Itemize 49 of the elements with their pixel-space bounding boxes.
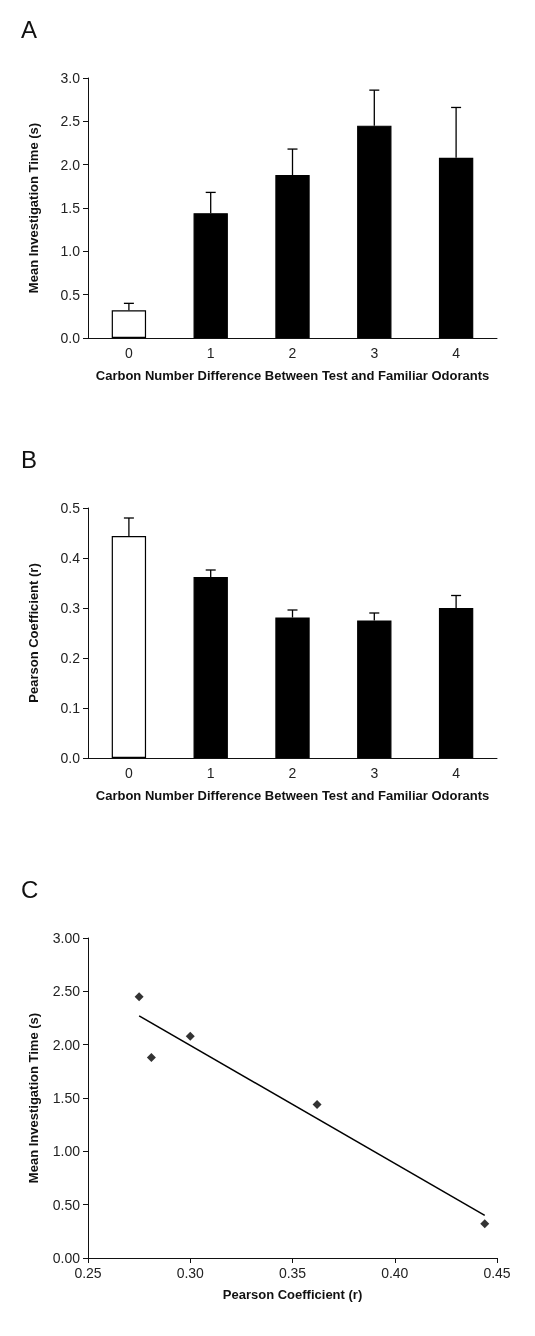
x-axis-title: Pearson Coefficient (r)	[222, 1287, 363, 1302]
y-tick-label: 0.3	[60, 600, 81, 616]
y-tick-label: 1.50	[52, 1090, 81, 1106]
y-tick-label: 0.0	[60, 330, 81, 346]
y-tick-label: 0.1	[60, 700, 81, 716]
x-tick-label: 2	[288, 345, 297, 361]
x-tick-label: 2	[288, 765, 297, 781]
y-tick-label: 1.00	[52, 1143, 81, 1160]
x-tick-label: 0.35	[278, 1265, 307, 1281]
y-tick-label: 1.0	[60, 243, 81, 260]
y-tick-label: 1.5	[60, 200, 81, 216]
y-tick-label: 0.5	[60, 286, 81, 303]
y-tick-label: 2.50	[52, 983, 81, 1000]
point	[312, 1099, 322, 1109]
chart-title: A	[21, 15, 38, 43]
x-tick-label: 0.25	[74, 1265, 102, 1281]
y-tick-label: 3.0	[60, 70, 81, 86]
x-axis-title: Carbon Number Difference Between Test and Familiar Odorants	[95, 367, 490, 383]
y-tick-label: 3.00	[52, 930, 81, 946]
chart-title: B	[21, 445, 38, 473]
y-tick-label: 0.0	[60, 750, 81, 766]
point	[480, 1219, 490, 1229]
y-axis-title: Pearson Coefficient (r)	[26, 563, 41, 703]
x-tick-label: 4	[452, 765, 461, 781]
x-tick-label: 4	[452, 345, 461, 361]
x-tick-label: 0	[125, 765, 133, 781]
x-tick-label: 0.45	[483, 1265, 511, 1281]
y-tick-label: 2.5	[60, 113, 81, 130]
y-axis-title: Mean Investigation Time (s)	[26, 122, 41, 294]
y-tick-label: 0.2	[60, 650, 81, 666]
y-tick-label: 0.50	[52, 1196, 81, 1213]
x-axis-title: Carbon Number Difference Between Test and Familiar Odorants	[95, 787, 490, 803]
point	[185, 1031, 195, 1041]
x-tick-label: 0	[125, 345, 133, 361]
y-tick-label: 0.4	[60, 550, 81, 566]
x-tick-label: 0.30	[176, 1265, 205, 1281]
y-tick-label: 0.5	[60, 500, 81, 516]
x-tick-label: 0.40	[381, 1265, 409, 1281]
y-tick-label: 2.0	[60, 156, 81, 173]
point	[134, 992, 144, 1002]
y-tick-label: 2.00	[52, 1036, 81, 1053]
x-tick-label: 1	[206, 765, 215, 781]
chart-title: C	[21, 875, 39, 903]
point	[146, 1052, 156, 1062]
x-tick-label: 3	[370, 345, 379, 361]
y-tick-label: 0.00	[52, 1250, 81, 1266]
x-tick-label: 1	[206, 345, 215, 361]
y-axis-title: Mean Investigation Time (s)	[26, 1012, 41, 1184]
x-tick-label: 3	[370, 765, 379, 781]
